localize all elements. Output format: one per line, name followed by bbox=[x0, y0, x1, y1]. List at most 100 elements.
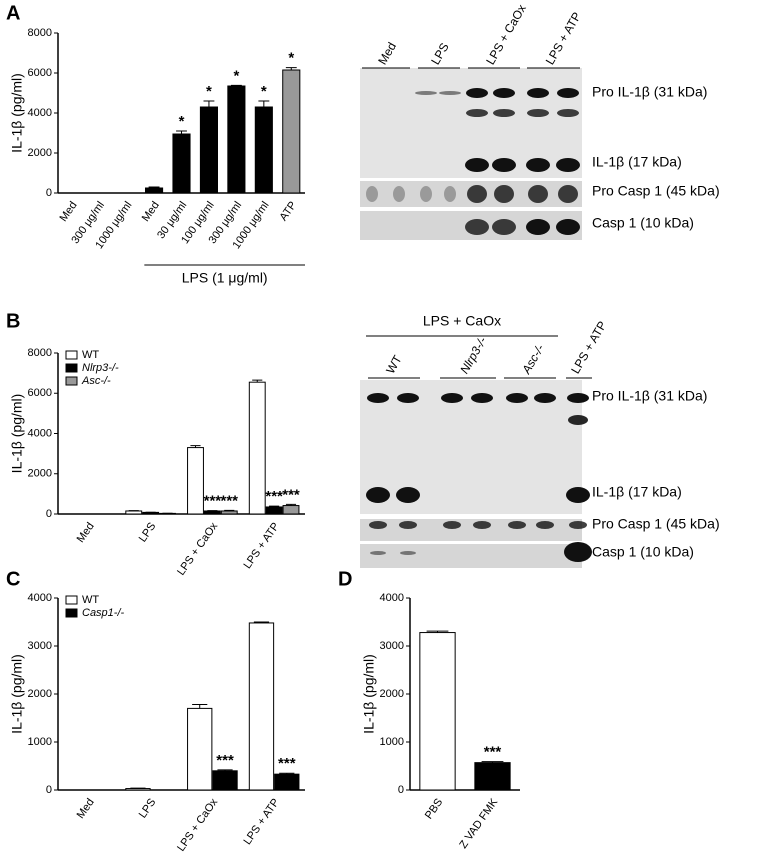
error-bar bbox=[217, 769, 233, 771]
y-tick-label: 0 bbox=[46, 784, 52, 796]
blot-band bbox=[420, 186, 432, 202]
significance-label: * bbox=[206, 83, 212, 100]
y-tick-label: 2000 bbox=[28, 688, 52, 700]
band-label: Pro Casp 1 (45 kDa) bbox=[592, 516, 720, 532]
blot-band bbox=[536, 521, 554, 529]
blot-band bbox=[493, 109, 515, 117]
y-tick-label: 8000 bbox=[28, 347, 52, 359]
blot-band bbox=[564, 542, 592, 562]
blot-band bbox=[508, 521, 526, 529]
error-bar bbox=[258, 100, 270, 107]
y-tick-label: 8000 bbox=[28, 27, 52, 39]
legend-label: Casp1-/- bbox=[82, 607, 125, 619]
significance-label: *** bbox=[220, 492, 238, 509]
y-tick-label: 6000 bbox=[28, 387, 52, 399]
y-axis-label: IL-1β (pg/ml) bbox=[9, 654, 25, 734]
y-tick-label: 4000 bbox=[28, 427, 52, 439]
panel-letter: A bbox=[6, 2, 20, 24]
bar bbox=[187, 447, 204, 515]
lane-label: LPS + ATP bbox=[543, 10, 584, 67]
error-bar bbox=[481, 761, 504, 763]
blot-band bbox=[370, 551, 386, 555]
band-label: IL-1β (17 kDa) bbox=[592, 484, 682, 500]
significance-label: *** bbox=[484, 744, 502, 761]
x-tick-label: Med bbox=[57, 200, 79, 224]
lane-label: LPS + CaOx bbox=[483, 2, 529, 67]
blot-band bbox=[466, 109, 488, 117]
blot-band bbox=[366, 487, 390, 503]
lane-label: Asc-/- bbox=[519, 342, 547, 377]
blot-band bbox=[558, 185, 578, 203]
blot-band bbox=[527, 109, 549, 117]
bar bbox=[125, 510, 143, 515]
x-tick-label: LPS + CaOx bbox=[175, 520, 220, 578]
y-tick-label: 4000 bbox=[28, 107, 52, 119]
significance-label: *** bbox=[265, 488, 283, 505]
error-bar bbox=[148, 186, 160, 188]
legend-swatch bbox=[65, 350, 78, 360]
blot-band bbox=[444, 186, 456, 202]
x-tick-label: LPS + CaOx bbox=[175, 796, 220, 854]
blot-band bbox=[557, 109, 579, 117]
blot-band bbox=[506, 393, 528, 403]
x-tick-label: LPS + ATP bbox=[242, 797, 282, 848]
bar bbox=[203, 510, 221, 515]
blot-band bbox=[465, 158, 489, 172]
blot-band bbox=[467, 185, 487, 203]
blot-band bbox=[473, 521, 491, 529]
bar bbox=[248, 381, 266, 515]
bar bbox=[227, 85, 246, 194]
band-label: Pro IL-1β (31 kDa) bbox=[592, 84, 707, 100]
bar bbox=[274, 773, 300, 791]
legend-swatch bbox=[65, 376, 78, 386]
x-tick-label: Med bbox=[75, 521, 97, 545]
blot-band bbox=[526, 158, 550, 172]
error-bar bbox=[203, 100, 215, 107]
significance-label: * bbox=[261, 83, 267, 100]
y-tick-label: 0 bbox=[46, 508, 52, 520]
significance-label: *** bbox=[282, 486, 300, 503]
bar bbox=[172, 133, 191, 194]
blot-band bbox=[492, 158, 516, 172]
y-axis-label: IL-1β (pg/ml) bbox=[9, 73, 25, 153]
error-bar bbox=[285, 67, 297, 70]
blot-band bbox=[556, 219, 580, 235]
bar bbox=[474, 762, 511, 791]
y-tick-label: 2000 bbox=[28, 468, 52, 480]
band-label: Casp 1 (10 kDa) bbox=[592, 544, 694, 560]
group-label: LPS (1 μg/ml) bbox=[182, 270, 268, 286]
band-label: Pro Casp 1 (45 kDa) bbox=[592, 183, 720, 199]
blot-band bbox=[443, 521, 461, 529]
bar bbox=[282, 69, 301, 194]
y-tick-label: 0 bbox=[398, 784, 404, 796]
band-label: IL-1β (17 kDa) bbox=[592, 154, 682, 170]
bar bbox=[419, 632, 456, 791]
blot-band bbox=[494, 185, 514, 203]
blot-band bbox=[567, 393, 589, 403]
bar bbox=[212, 770, 238, 791]
blot-band bbox=[367, 393, 389, 403]
blot-band bbox=[568, 415, 588, 425]
band-label: Casp 1 (10 kDa) bbox=[592, 215, 694, 231]
blot-band bbox=[441, 393, 463, 403]
lane-label: Med bbox=[375, 40, 399, 67]
panel-letter: B bbox=[6, 310, 20, 332]
y-axis-label: IL-1β (pg/ml) bbox=[361, 654, 377, 734]
blot-band bbox=[396, 487, 420, 503]
x-tick-label: ATP bbox=[277, 200, 299, 224]
y-tick-label: 4000 bbox=[380, 592, 404, 604]
legend-label: Nlrp3-/- bbox=[82, 362, 119, 374]
legend-swatch bbox=[65, 608, 78, 618]
lane-label: LPS + ATP bbox=[568, 319, 609, 376]
blot-band bbox=[465, 219, 489, 235]
x-tick-label: LPS + ATP bbox=[242, 521, 282, 572]
panel-letter: D bbox=[338, 568, 352, 590]
x-tick-label: LPS bbox=[137, 521, 159, 545]
error-bar bbox=[190, 445, 201, 448]
bar bbox=[199, 106, 219, 194]
y-tick-label: 4000 bbox=[28, 592, 52, 604]
blot-band bbox=[400, 551, 416, 555]
bar bbox=[125, 788, 151, 791]
error-bar bbox=[285, 503, 297, 506]
blot-band bbox=[466, 88, 488, 98]
